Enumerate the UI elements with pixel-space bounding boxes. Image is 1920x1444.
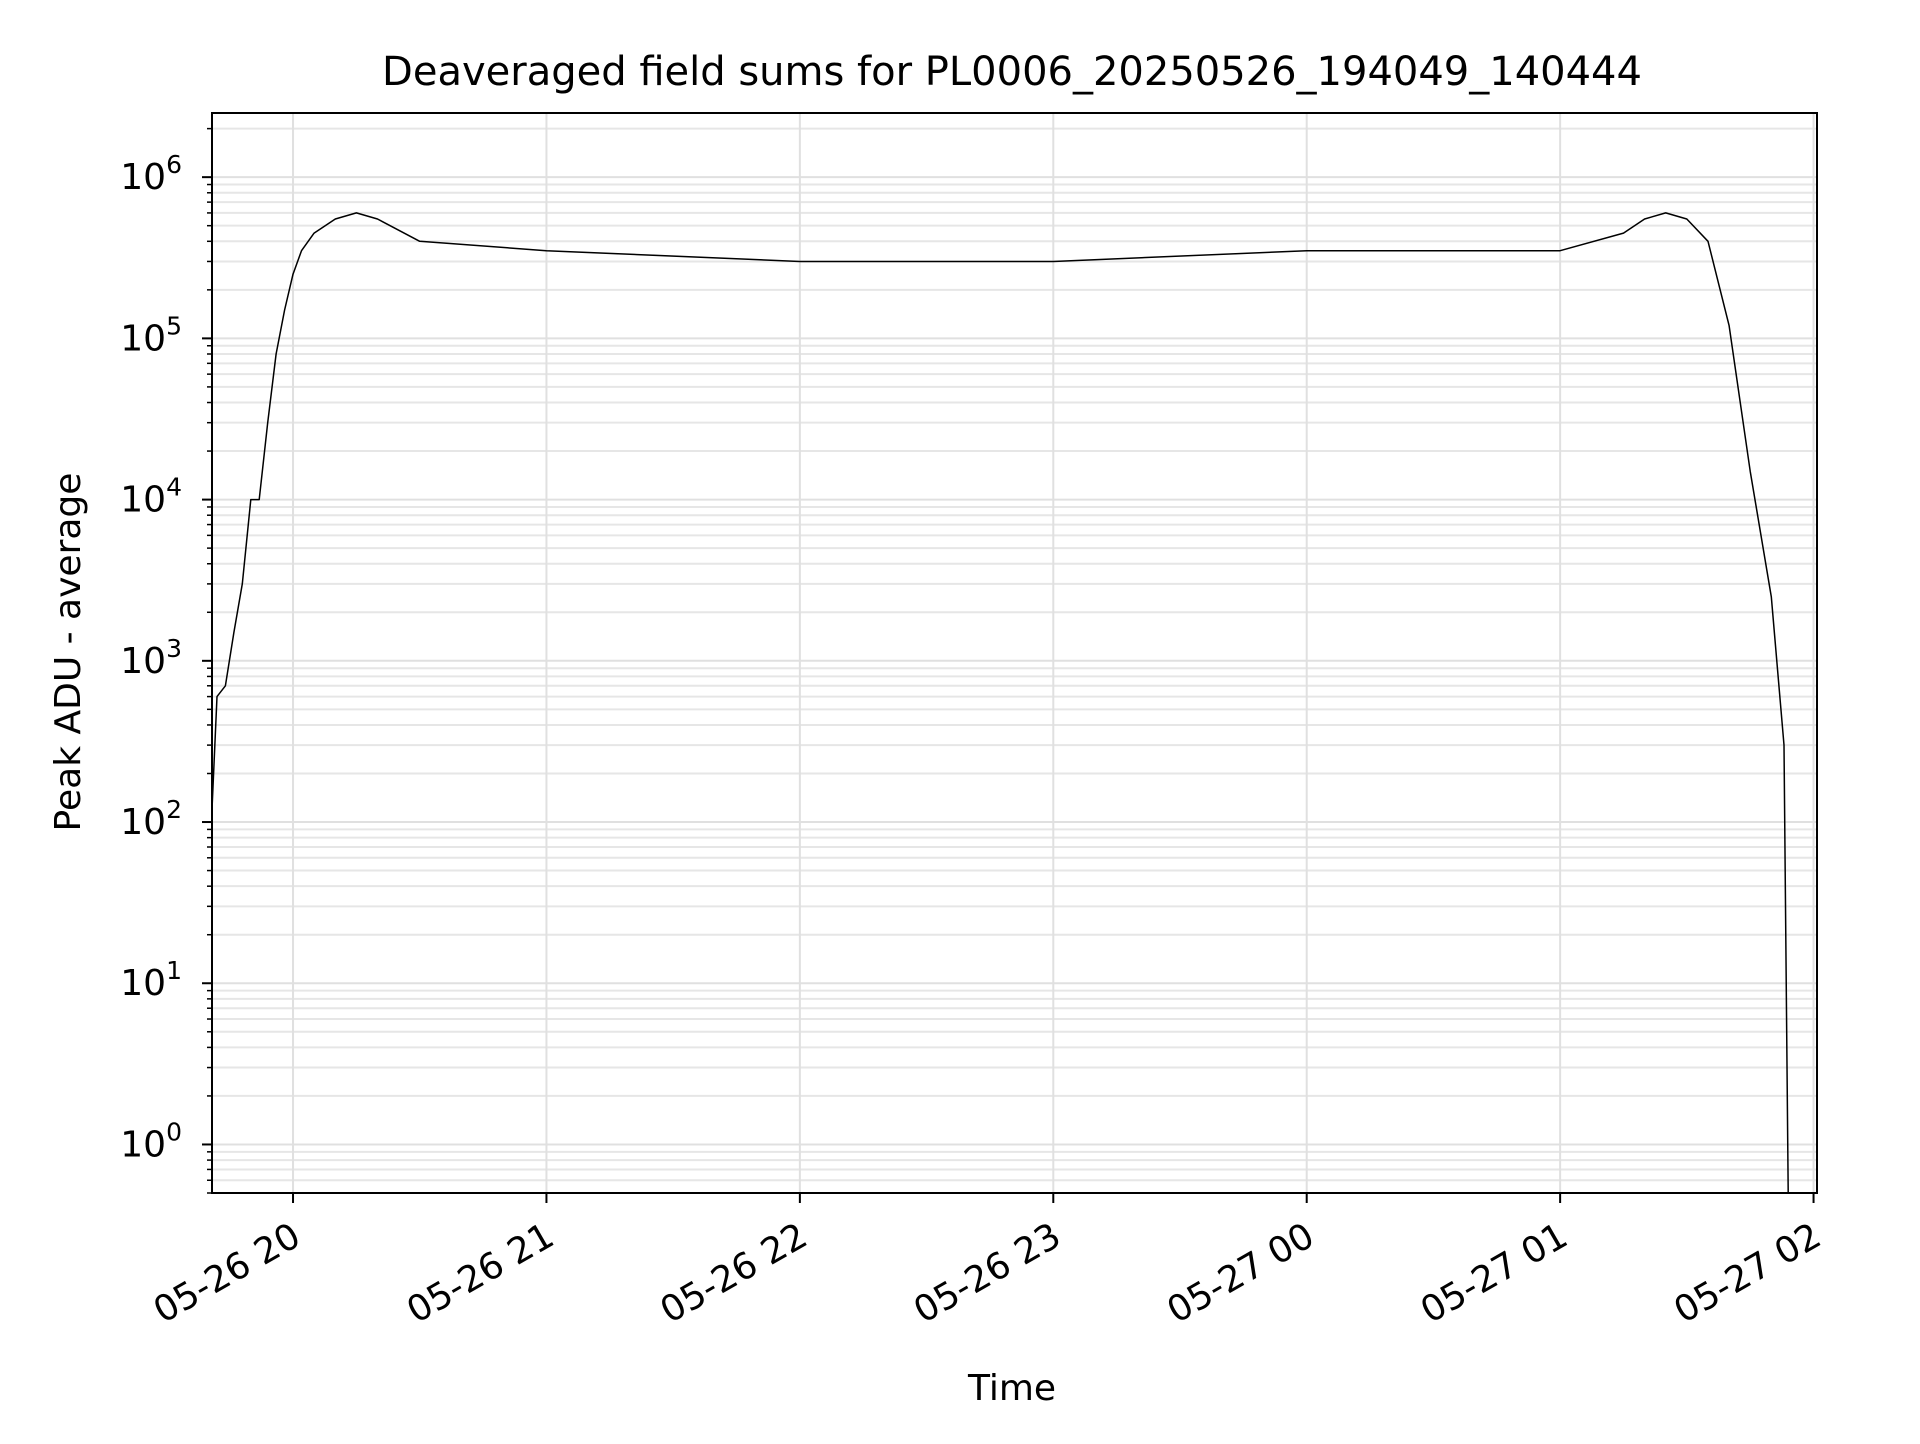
- y-axis-label: Peak ADU - average: [48, 473, 89, 832]
- y-tick-label: 102: [120, 795, 182, 843]
- y-tick-label: 105: [120, 311, 182, 359]
- series-line: [211, 212, 1789, 1194]
- y-tick-label: 104: [120, 473, 182, 521]
- y-tick-label: 106: [120, 150, 182, 198]
- major-grid: [212, 113, 1817, 1193]
- chart-title: Deaveraged field sums for PL0006_2025052…: [382, 49, 1642, 95]
- plot-frame: [211, 112, 1818, 1194]
- y-tick-label: 103: [120, 634, 182, 682]
- minor-grid: [212, 127, 1817, 1194]
- x-axis-label: Time: [967, 1368, 1056, 1409]
- series-layer: [211, 212, 1789, 1194]
- y-tick-label: 100: [120, 1117, 182, 1165]
- y-tick-label: 101: [120, 956, 182, 1004]
